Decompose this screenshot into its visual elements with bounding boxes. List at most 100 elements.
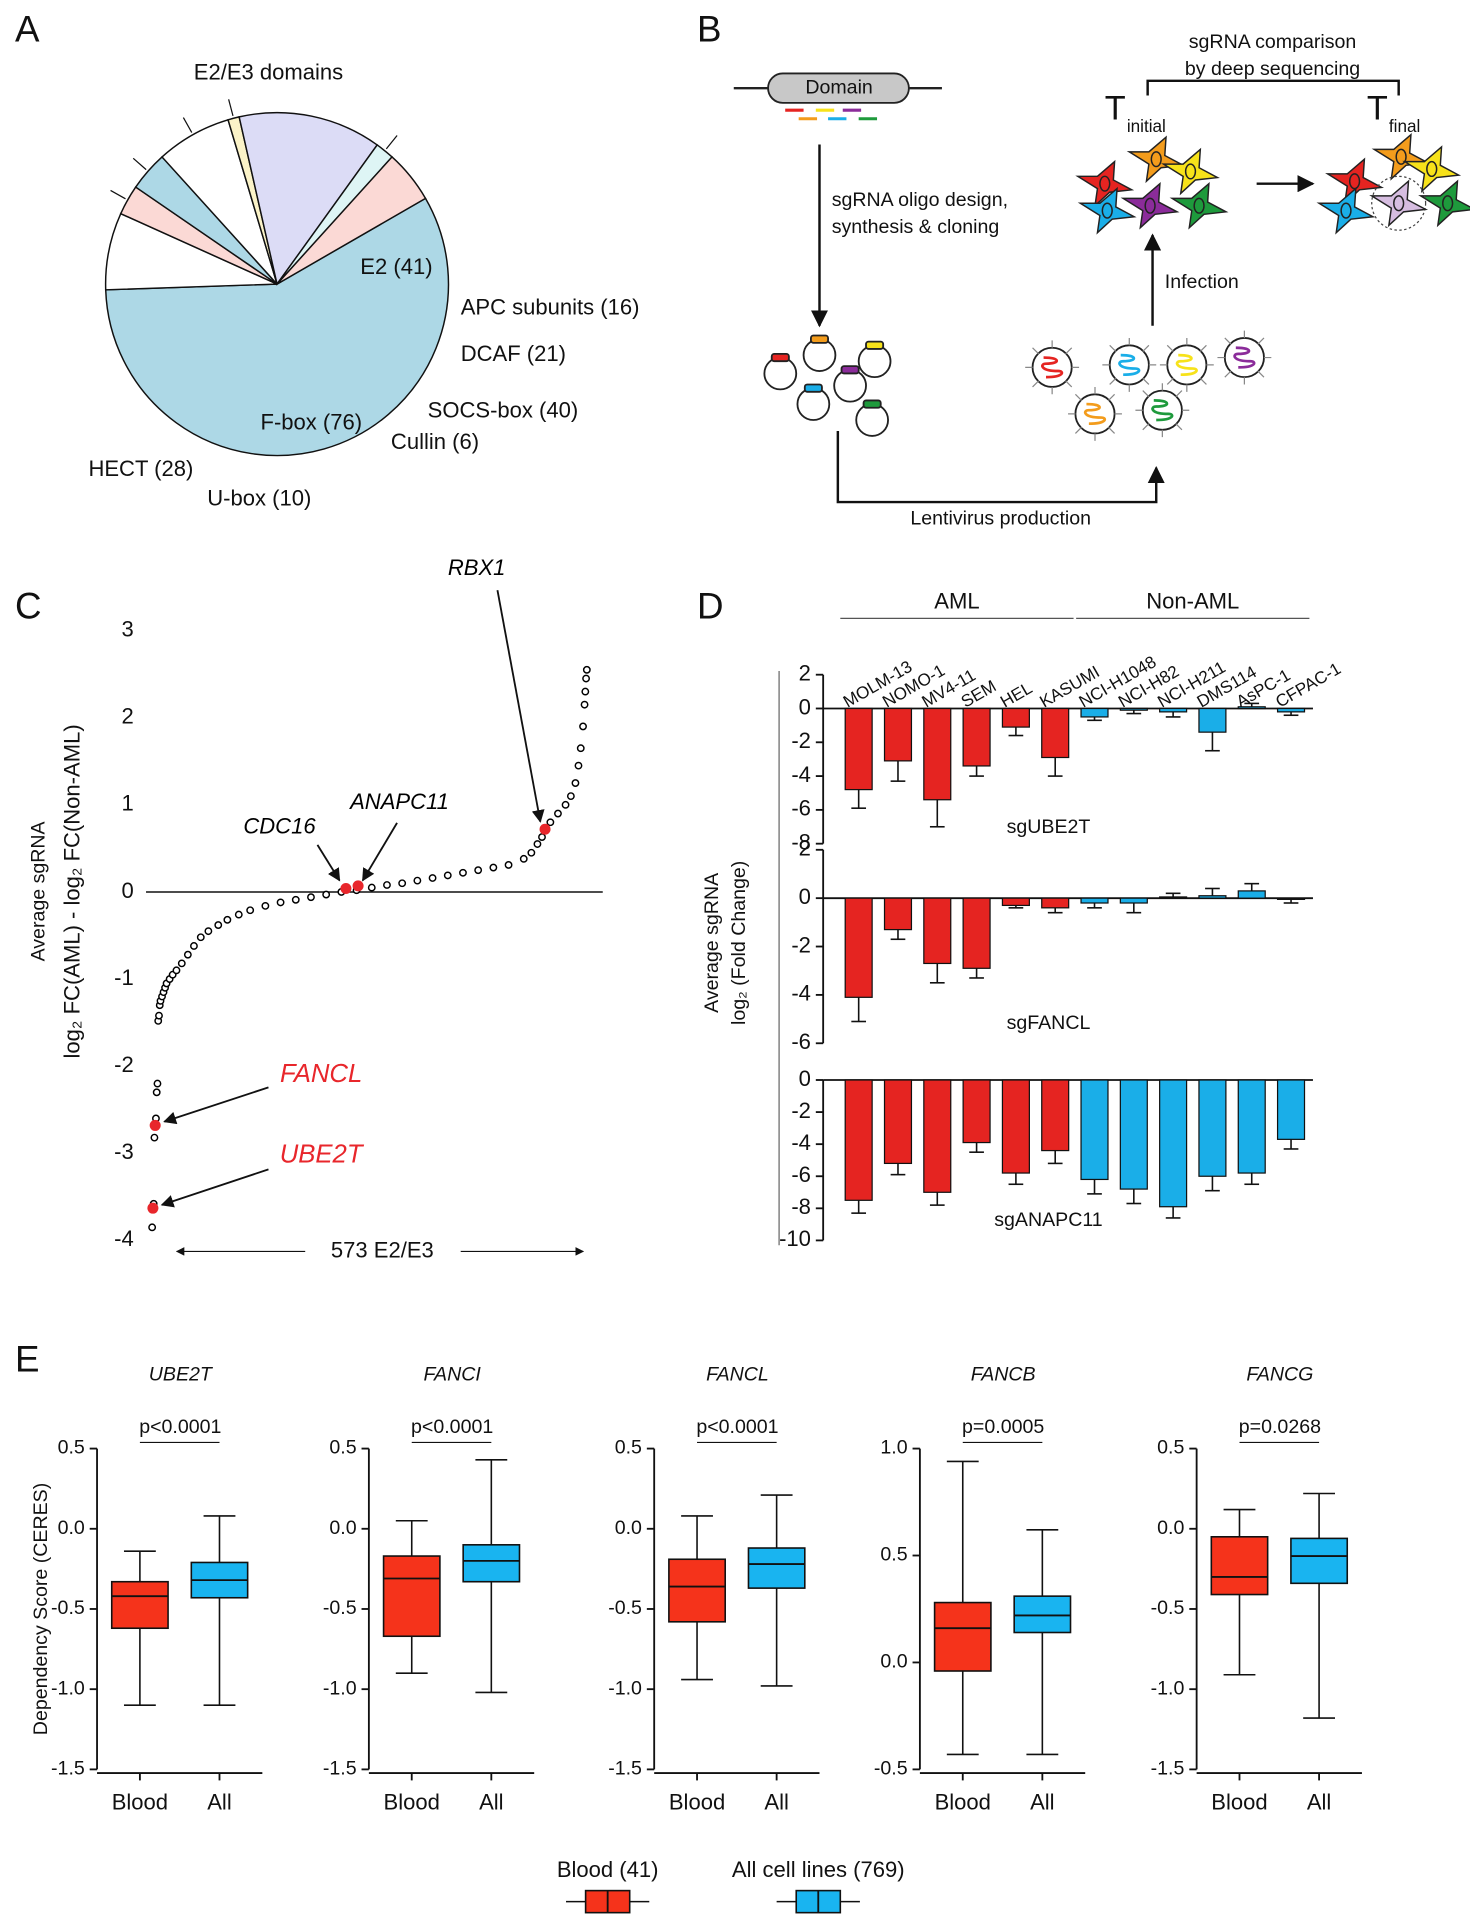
point: [519, 854, 528, 863]
highlight-point: [340, 882, 352, 894]
annotation: UBE2T: [280, 1141, 365, 1169]
bar: [1119, 707, 1148, 711]
bar: [1237, 706, 1266, 710]
y-axis-label: log₂ FC(AML) - log₂ FC(Non-AML): [60, 724, 85, 1058]
y-tick-label: -3: [114, 1139, 134, 1164]
time-subscript: initial: [1127, 116, 1166, 136]
bar: [883, 1079, 913, 1165]
y-axis-label: Dependency Score (CERES): [30, 1483, 52, 1735]
y-tick-label: -4: [114, 1226, 134, 1251]
box: [747, 1547, 806, 1589]
step-label: sgRNA comparison: [1189, 31, 1357, 53]
annotation: CDC16: [243, 814, 316, 839]
point: [307, 893, 315, 902]
y-tick-label: -4: [791, 981, 811, 1006]
point: [443, 871, 452, 880]
p-value: p<0.0001: [139, 1416, 221, 1438]
leader-line: [110, 189, 126, 200]
bar: [1080, 707, 1109, 718]
point: [148, 1223, 157, 1232]
y-tick-label: -6: [791, 1162, 811, 1187]
leader-line: [182, 117, 193, 133]
bar: [1198, 707, 1227, 733]
p-value: p=0.0268: [1239, 1416, 1321, 1438]
workflow-diagram: Domain sgRNA oligo design, synthesis & c…: [733, 31, 1470, 529]
highlight-point: [539, 823, 551, 835]
bar: [962, 897, 991, 969]
y-tick-label: 0.0: [615, 1517, 642, 1539]
leader-line: [385, 135, 398, 150]
bar: [1276, 707, 1306, 713]
point: [546, 818, 555, 827]
slice-label: F-box (76): [261, 410, 363, 435]
point: [554, 809, 562, 818]
bar: [883, 897, 913, 931]
x-tick-label: Blood: [384, 1790, 440, 1815]
y-axis-label: log₂ (Fold Change): [728, 861, 750, 1025]
x-tick-label: All: [479, 1790, 503, 1815]
y-tick-label: -1.5: [608, 1758, 642, 1780]
box: [1290, 1537, 1349, 1585]
bar: [1001, 707, 1030, 728]
bar: [962, 707, 991, 767]
point: [582, 665, 591, 674]
p-value: p<0.0001: [411, 1416, 493, 1438]
pie-slice: [104, 197, 450, 457]
y-tick-label: 0.5: [615, 1437, 642, 1459]
slice-label: HECT (28): [88, 456, 193, 481]
point: [561, 800, 570, 809]
y-tick-label: -0.5: [608, 1597, 642, 1619]
group-label: Non-AML: [1146, 588, 1239, 613]
point: [581, 687, 590, 696]
panel-label: A: [15, 9, 40, 50]
y-tick-label: -10: [779, 1226, 811, 1251]
bar: [923, 707, 952, 801]
bar: [1119, 897, 1148, 904]
slice-label: DCAF (21): [461, 341, 566, 366]
y-tick-label: -2: [791, 728, 811, 753]
point: [533, 840, 542, 848]
domain-box: [767, 72, 910, 104]
legend-label: Blood (41): [557, 1857, 659, 1882]
highlight-point: [147, 1202, 159, 1214]
y-tick-label: 0: [799, 884, 811, 909]
point: [413, 876, 422, 885]
box: [1210, 1536, 1269, 1596]
y-axis-label: Average sgRNA: [701, 872, 723, 1013]
x-tick-label: All: [764, 1790, 788, 1815]
subplot-title: FANCL: [706, 1363, 769, 1385]
panel-label: C: [15, 585, 42, 626]
panel-label: D: [697, 585, 724, 626]
panel-label: E: [15, 1338, 40, 1379]
pie-slice: [238, 111, 379, 286]
bar: [1080, 897, 1109, 904]
y-tick-label: -1.0: [1151, 1677, 1185, 1699]
point: [566, 792, 575, 801]
bar: [844, 1079, 873, 1201]
bar: [1198, 895, 1227, 899]
cells: [1077, 133, 1470, 234]
bar: [844, 707, 873, 791]
y-tick-label: 0: [799, 694, 811, 719]
y-tick-label: 0.0: [1157, 1517, 1184, 1539]
point: [153, 1079, 162, 1088]
bar: [1080, 1079, 1109, 1181]
point: [150, 1133, 159, 1142]
point: [196, 933, 205, 942]
y-tick-label: 0.0: [880, 1651, 907, 1673]
bar: [1276, 897, 1306, 900]
point: [214, 921, 223, 929]
y-tick-label: 0.0: [58, 1517, 85, 1539]
y-tick-label: 2: [122, 704, 134, 729]
subplot-title: FANCI: [424, 1363, 482, 1385]
bar: [1237, 1079, 1266, 1174]
x-tick-label: All: [1030, 1790, 1054, 1815]
y-tick-label: -2: [791, 932, 811, 957]
y-tick-label: -1.0: [51, 1677, 85, 1699]
point: [291, 895, 300, 904]
point: [571, 779, 580, 787]
step-label: by deep sequencing: [1185, 58, 1360, 80]
x-tick-label: All: [207, 1790, 231, 1815]
point: [183, 950, 192, 959]
bar: [1041, 1079, 1070, 1152]
